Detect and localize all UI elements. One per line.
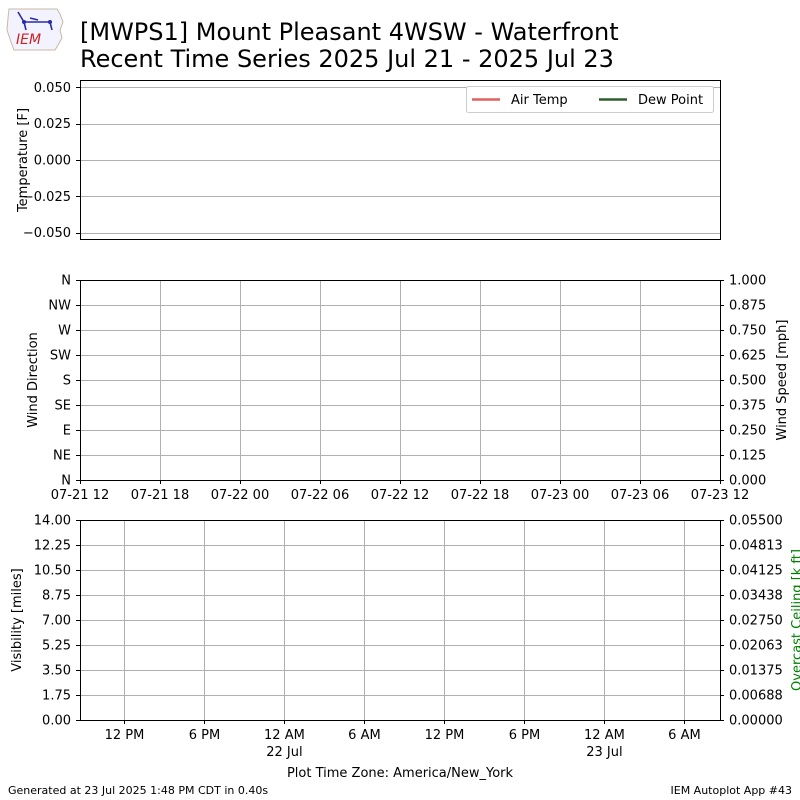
wind-speed-y-right-tick-label: 0.625	[729, 349, 766, 364]
visibility-y-tick-label: 8.75	[42, 589, 71, 604]
visibility-y-tick-label: 3.50	[42, 664, 71, 679]
generated-footer: Generated at 23 Jul 2025 1:48 PM CDT in …	[8, 784, 268, 797]
wind-direction-y-tick-label: SE	[55, 399, 71, 414]
wind-direction-y-tick-label: NE	[53, 449, 71, 464]
temperature-y-tick-label: 0.050	[34, 81, 71, 96]
visibility-x-tick-sublabel: 22 Jul	[266, 745, 302, 760]
temperature-y-axis-label: Temperature [F]	[16, 108, 31, 213]
visibility-axis-label: Visibility [miles]	[10, 568, 25, 671]
visibility-y-tick-label: 0.00	[42, 714, 71, 729]
ceiling-y-right-tick-label: 0.00688	[729, 688, 783, 703]
wind-x-tick-label: 07-22 18	[451, 488, 509, 503]
chart-legend: Air Temp Dew Point	[466, 86, 714, 113]
visibility-x-tick-label: 12 AM	[584, 728, 625, 743]
wind-direction-y-tick-label: S	[63, 374, 71, 389]
wind-axis-ticks: 07-21 12 07-21 18 07-22 00 07-22 06 07-22 12…	[48, 274, 766, 504]
wind-speed-y-right-tick-label: 0.500	[729, 374, 766, 389]
logo-text: IEM	[16, 32, 41, 48]
wind-x-tick-label: 07-23 00	[531, 488, 589, 503]
visibility-x-tick-label: 6 PM	[509, 728, 540, 743]
temperature-y-ticks: 0.050 0.025 0.000 −0.025 −0.050	[23, 81, 80, 241]
app-footer: IEM Autoplot App #43	[671, 784, 793, 797]
wind-x-tick-label: 07-21 18	[131, 488, 189, 503]
ceiling-y-right-tick-label: 0.00000	[729, 714, 783, 729]
wind-x-tick-label: 07-21 12	[51, 488, 109, 503]
wind-x-tick-label: 07-22 00	[211, 488, 269, 503]
visibility-panel: 12 PM 6 PM 12 AM 22 Jul 6 AM 12 PM 6 PM 12 AM 23…	[10, 514, 800, 782]
visibility-x-tick-label: 6 AM	[348, 728, 381, 743]
wind-speed-y-right-tick-label: 0.875	[729, 299, 766, 314]
wind-direction-y-tick-label: NW	[48, 299, 71, 314]
ceiling-y-right-tick-label: 0.02063	[729, 638, 783, 653]
visibility-gridlines	[80, 520, 720, 721]
visibility-x-tick-label: 12 PM	[425, 728, 465, 743]
visibility-x-tick-label: 6 AM	[668, 728, 701, 743]
visibility-y-tick-label: 12.25	[34, 539, 71, 554]
wind-x-tick-label: 07-22 12	[371, 488, 429, 503]
temperature-y-tick-label: −0.025	[23, 190, 71, 205]
wind-speed-y-right-tick-label: 0.000	[729, 474, 766, 489]
ceiling-y-right-tick-label: 0.04813	[729, 538, 783, 553]
temperature-panel: 0.050 0.025 0.000 −0.025 −0.050 Temperature …	[16, 80, 721, 241]
overcast-ceiling-axis-label: Overcast Ceiling [k ft]	[790, 549, 800, 691]
legend-label-dew-point: Dew Point	[638, 93, 703, 108]
iowa-state-outline-icon	[6, 8, 64, 51]
wind-direction-y-tick-label: SW	[50, 349, 71, 364]
visibility-x-tick-label: 12 PM	[105, 728, 145, 743]
wind-direction-y-tick-label: N	[61, 274, 71, 289]
visibility-y-tick-label: 14.00	[34, 514, 71, 529]
ceiling-y-right-tick-label: 0.03438	[729, 588, 783, 603]
ceiling-y-right-tick-label: 0.02750	[729, 614, 783, 629]
visibility-y-tick-label: 7.00	[42, 614, 71, 629]
wind-speed-y-right-tick-label: 0.375	[729, 399, 766, 414]
wind-x-tick-label: 07-23 06	[611, 488, 669, 503]
legend-label-air-temp: Air Temp	[511, 93, 568, 108]
wind-direction-y-tick-label: N	[61, 474, 71, 489]
temperature-y-tick-label: −0.050	[23, 226, 71, 241]
wind-direction-axis-label: Wind Direction	[26, 332, 41, 428]
iem-logo: IEM	[6, 8, 64, 51]
temperature-y-tick-label: 0.000	[34, 154, 71, 169]
chart-title-line-1: [MWPS1] Mount Pleasant 4WSW - Waterfront	[80, 18, 619, 46]
wind-direction-y-tick-label: W	[58, 324, 71, 339]
chart-title-line-2: Recent Time Series 2025 Jul 21 - 2025 Ju…	[80, 45, 614, 73]
temperature-plot-area	[80, 80, 721, 240]
ceiling-y-right-tick-label: 0.04125	[729, 564, 783, 579]
ceiling-y-right-tick-label: 0.01375	[729, 664, 783, 679]
temperature-y-tick-label: 0.025	[34, 117, 71, 132]
ceiling-y-right-tick-label: 0.05500	[729, 514, 783, 529]
wind-speed-axis-label: Wind Speed [mph]	[775, 320, 790, 441]
visibility-x-tick-label: 6 PM	[189, 728, 220, 743]
wind-speed-y-right-tick-label: 0.125	[729, 449, 766, 464]
logo-node-icon	[48, 20, 52, 24]
visibility-y-tick-label: 10.50	[34, 564, 71, 579]
legend-box	[466, 86, 714, 113]
visibility-axis-ticks: 12 PM 6 PM 12 AM 22 Jul 6 AM 12 PM 6 PM 12 AM 23…	[34, 514, 783, 761]
wind-x-tick-label: 07-23 12	[691, 488, 749, 503]
x-axis-label: Plot Time Zone: America/New_York	[287, 766, 514, 781]
wind-panel: 07-21 12 07-21 18 07-22 00 07-22 06 07-22 12…	[26, 274, 790, 504]
wind-speed-y-right-tick-label: 0.250	[729, 424, 766, 439]
wind-speed-y-right-tick-label: 0.750	[729, 324, 766, 339]
visibility-y-tick-label: 1.75	[42, 689, 71, 704]
wind-speed-y-right-tick-label: 1.000	[729, 274, 766, 289]
wind-gridlines	[80, 280, 721, 481]
wind-direction-y-tick-label: E	[63, 424, 71, 439]
visibility-x-tick-label: 12 AM	[264, 728, 305, 743]
wind-x-tick-label: 07-22 06	[291, 488, 349, 503]
visibility-x-tick-sublabel: 23 Jul	[586, 745, 622, 760]
logo-node-icon	[22, 20, 26, 24]
visibility-y-tick-label: 5.25	[42, 639, 71, 654]
